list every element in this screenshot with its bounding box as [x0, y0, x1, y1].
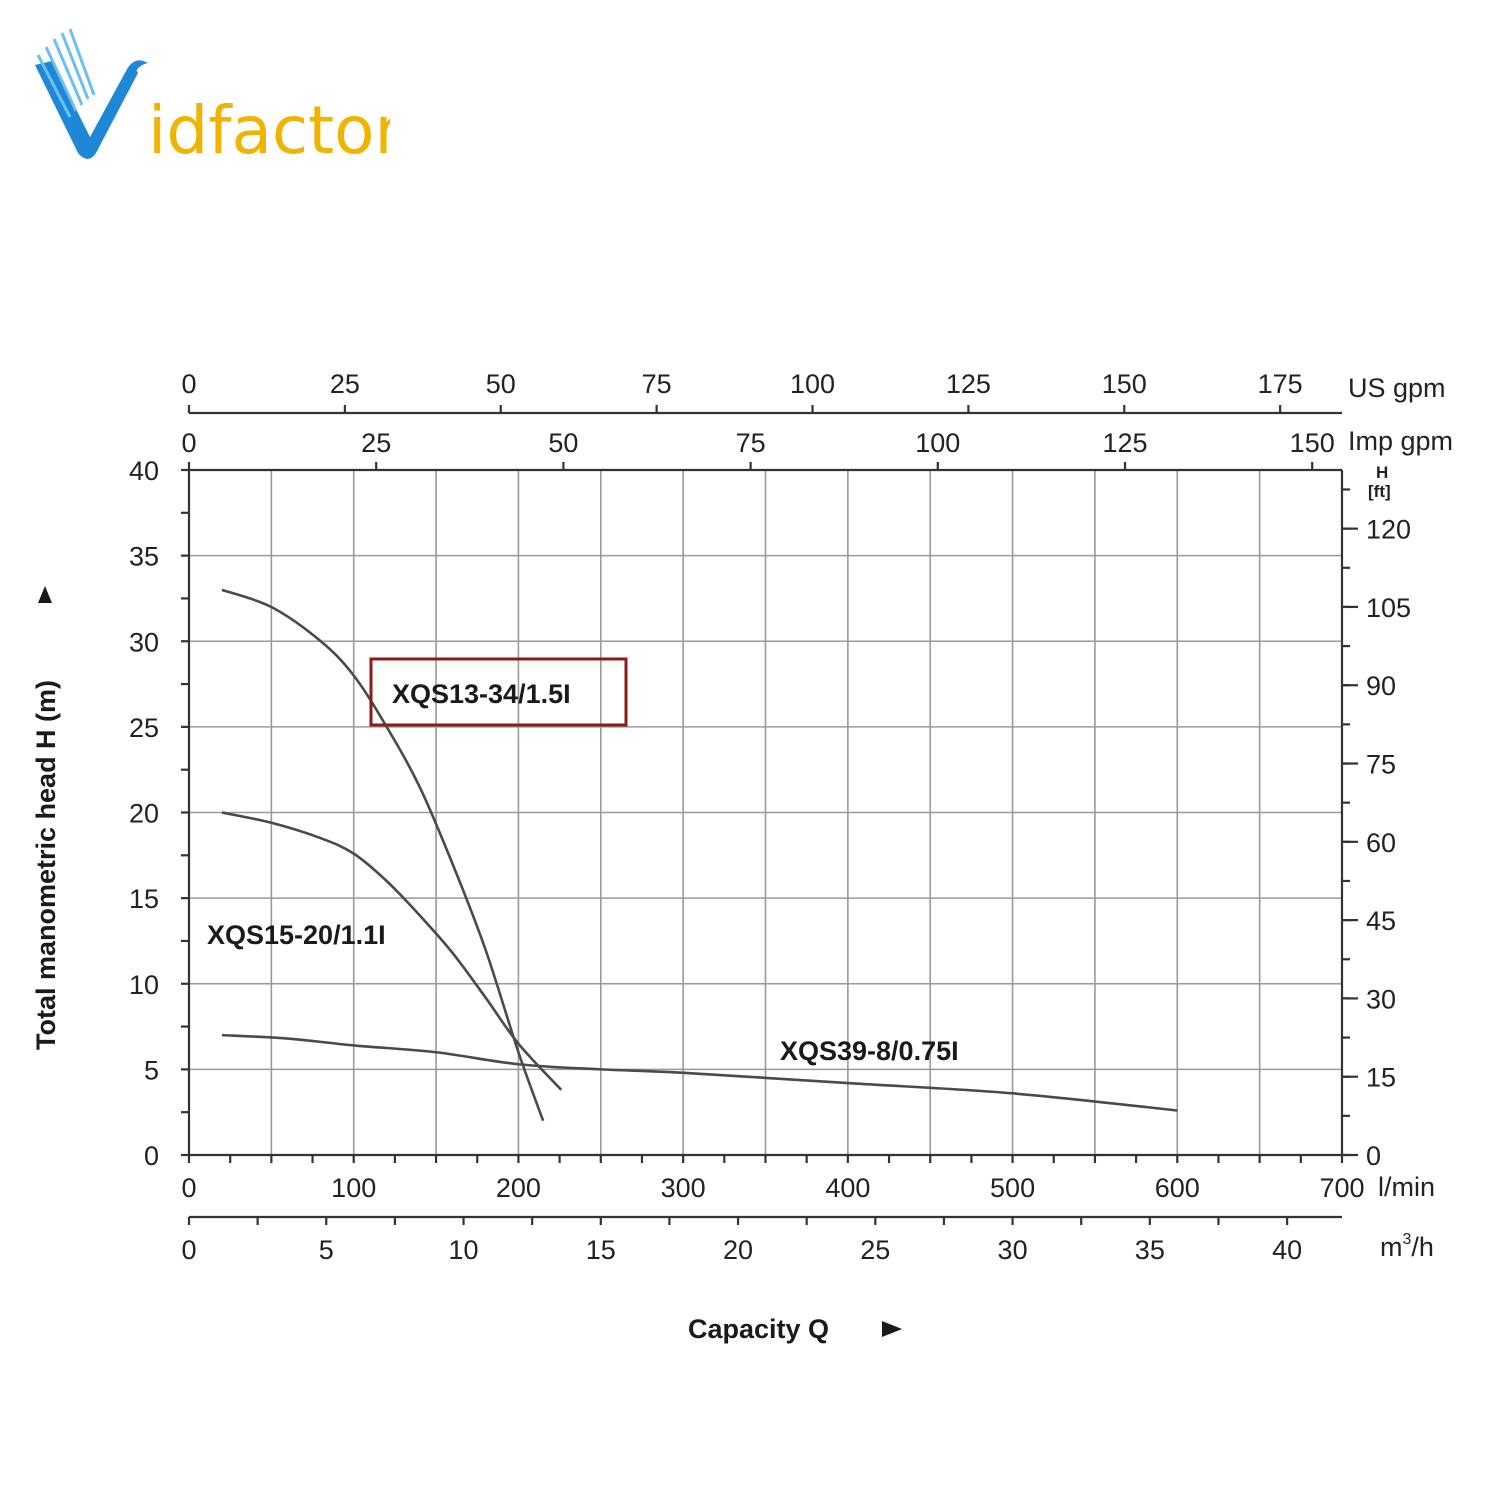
us-gpm-unit: US gpm — [1348, 373, 1446, 403]
y-tick-label: 0 — [144, 1141, 159, 1171]
ft-tick-label: 90 — [1366, 671, 1396, 701]
m3h-tick-label: 40 — [1272, 1235, 1302, 1265]
logo-text: idfactor — [148, 92, 390, 169]
imp-gpm-tick-label: 150 — [1290, 428, 1335, 458]
m3h-unit: m3/h — [1380, 1231, 1434, 1262]
y-tick-label: 35 — [129, 542, 159, 572]
y-tick-label: 40 — [129, 456, 159, 486]
m3h-tick-label: 25 — [860, 1235, 890, 1265]
us-gpm-tick-label: 0 — [181, 369, 196, 399]
imp-gpm-tick-label: 75 — [736, 428, 766, 458]
logo-mark — [35, 28, 148, 159]
axes — [181, 405, 1358, 1225]
us-gpm-tick-label: 50 — [486, 369, 516, 399]
m3h-tick-label: 35 — [1135, 1235, 1165, 1265]
us-gpm-tick-label: 125 — [946, 369, 991, 399]
ft-tick-label: 105 — [1366, 593, 1411, 623]
us-gpm-tick-label: 175 — [1258, 369, 1303, 399]
grid — [189, 470, 1342, 1155]
series-label-xqs39: XQS39-8/0.75I — [780, 1036, 959, 1066]
ft-tick-label: 30 — [1366, 984, 1396, 1014]
y-tick-label: 5 — [144, 1055, 159, 1085]
y-tick-label: 10 — [129, 970, 159, 1000]
y-tick-label: 15 — [129, 884, 159, 914]
us-gpm-tick-label: 75 — [642, 369, 672, 399]
highlight-box — [369, 657, 628, 727]
series-line-1 — [221, 811, 563, 1091]
series-label-xqs15: XQS15-20/1.1I — [207, 920, 386, 950]
us-gpm-tick-label: 100 — [790, 369, 835, 399]
ft-unit-ft: [ft] — [1368, 482, 1391, 501]
vidfactor-logo: idfactor — [35, 28, 390, 169]
series-label-xqs13: XQS13-34/1.5I — [392, 679, 571, 709]
ft-unit-h: H — [1376, 463, 1388, 482]
y-axis-arrow-icon — [38, 586, 52, 603]
m3h-tick-label: 20 — [723, 1235, 753, 1265]
ft-tick-label: 0 — [1366, 1141, 1381, 1171]
x-axis-title: Capacity Q — [688, 1314, 829, 1344]
x-tick-label: 500 — [990, 1173, 1035, 1203]
x-tick-label: 700 — [1319, 1173, 1364, 1203]
x-axis-arrow-icon — [882, 1321, 902, 1337]
m3h-tick-label: 0 — [181, 1235, 196, 1265]
m3h-tick-label: 15 — [586, 1235, 616, 1265]
imp-gpm-tick-label: 50 — [548, 428, 578, 458]
x-tick-label: 600 — [1155, 1173, 1200, 1203]
m3h-tick-label: 10 — [449, 1235, 479, 1265]
y-axis-title: Total manometric head H (m) — [31, 680, 61, 1050]
ft-tick-label: 15 — [1366, 1063, 1396, 1093]
imp-gpm-tick-label: 100 — [915, 428, 960, 458]
y-tick-label: 25 — [129, 713, 159, 743]
x-tick-label: 300 — [661, 1173, 706, 1203]
series-line-0 — [221, 588, 545, 1122]
ft-tick-label: 120 — [1366, 515, 1411, 545]
x-tick-label: 100 — [331, 1173, 376, 1203]
lmin-unit: l/min — [1378, 1172, 1435, 1202]
ft-tick-label: 60 — [1366, 828, 1396, 858]
y-tick-label: 30 — [129, 627, 159, 657]
m3h-tick-label: 5 — [319, 1235, 334, 1265]
curves — [221, 588, 1178, 1122]
imp-gpm-tick-label: 125 — [1102, 428, 1147, 458]
us-gpm-tick-label: 25 — [330, 369, 360, 399]
m3h-unit-sup: 3 — [1403, 1231, 1412, 1248]
x-tick-label: 200 — [496, 1173, 541, 1203]
y-tick-label: 20 — [129, 799, 159, 829]
m3h-unit-base: m — [1380, 1232, 1403, 1262]
m3h-unit-tail: /h — [1411, 1232, 1434, 1262]
series-line-2 — [221, 1033, 1178, 1112]
ft-tick-label: 75 — [1366, 750, 1396, 780]
imp-gpm-tick-label: 0 — [181, 428, 196, 458]
x-tick-label: 0 — [181, 1173, 196, 1203]
imp-gpm-unit: Imp gpm — [1348, 426, 1453, 456]
m3h-tick-label: 30 — [998, 1235, 1028, 1265]
x-tick-label: 400 — [825, 1173, 870, 1203]
us-gpm-tick-label: 150 — [1102, 369, 1147, 399]
imp-gpm-tick-label: 25 — [361, 428, 391, 458]
ft-tick-label: 45 — [1366, 906, 1396, 936]
